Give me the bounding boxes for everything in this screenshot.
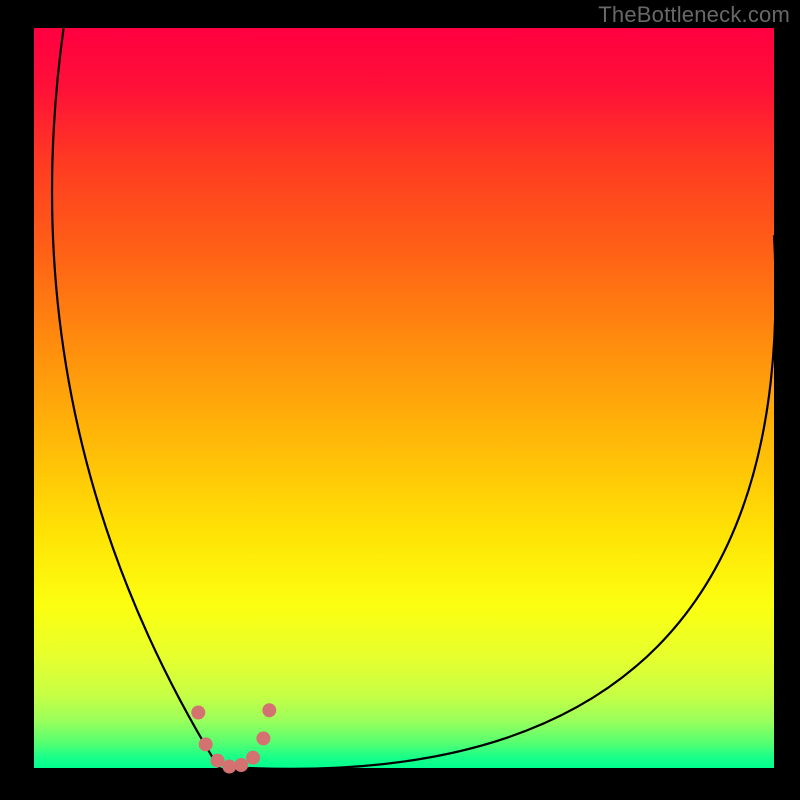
marker-point: [223, 760, 236, 773]
marker-point: [263, 704, 276, 717]
marker-point: [211, 754, 224, 767]
marker-point: [192, 706, 205, 719]
bottleneck-chart: [0, 0, 800, 800]
marker-point: [235, 759, 248, 772]
plot-background-gradient: [34, 28, 774, 768]
watermark-text: TheBottleneck.com: [598, 2, 790, 28]
chart-stage: TheBottleneck.com: [0, 0, 800, 800]
marker-point: [247, 751, 260, 764]
marker-point: [257, 732, 270, 745]
marker-point: [199, 738, 212, 751]
